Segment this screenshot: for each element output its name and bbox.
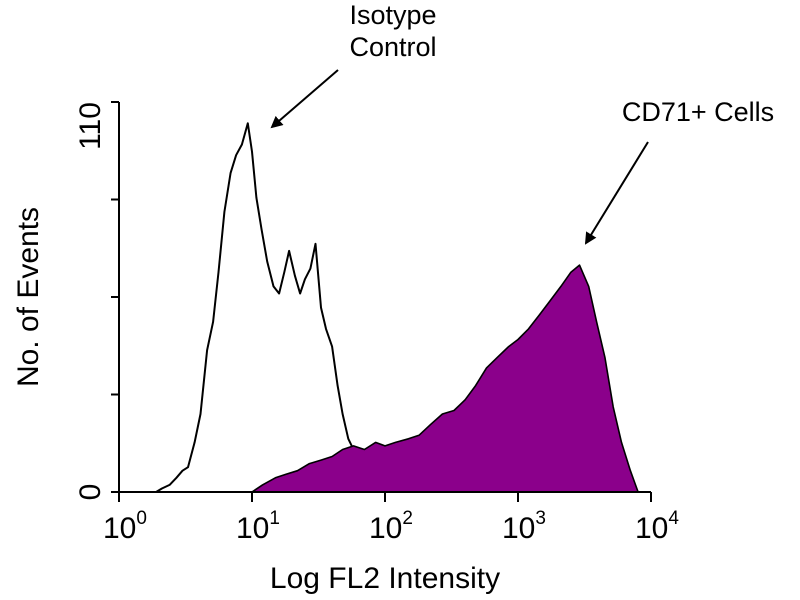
series-isotype-line [155,122,386,493]
cd71-annotation-label: CD71+ Cells [622,97,774,127]
x-tick-label-2: 102 [369,508,413,545]
series-cd71-area [251,264,639,493]
y-tick-label-1: 110 [74,102,107,150]
isotype-annotation: Isotype Control [270,0,437,129]
isotype-arrow [270,69,339,129]
series-layer [155,122,639,493]
y-axis-ticks: 0 110 [74,101,119,501]
y-tick-label-0: 0 [74,484,107,501]
x-tick-label-4: 104 [635,508,679,545]
y-axis-title: No. of Events [12,207,45,387]
cd71-arrow [584,141,649,245]
x-tick-label-3: 103 [502,508,546,545]
x-axis-ticks: 100 101 102 103 104 [103,492,679,545]
isotype-annotation-line2: Control [349,32,436,62]
cd71-annotation: CD71+ Cells [584,97,774,245]
x-tick-label-0: 100 [103,508,147,545]
isotype-annotation-line1: Isotype [349,0,436,30]
x-tick-label-1: 101 [236,508,280,545]
x-axis-title: Log FL2 Intensity [270,562,500,595]
